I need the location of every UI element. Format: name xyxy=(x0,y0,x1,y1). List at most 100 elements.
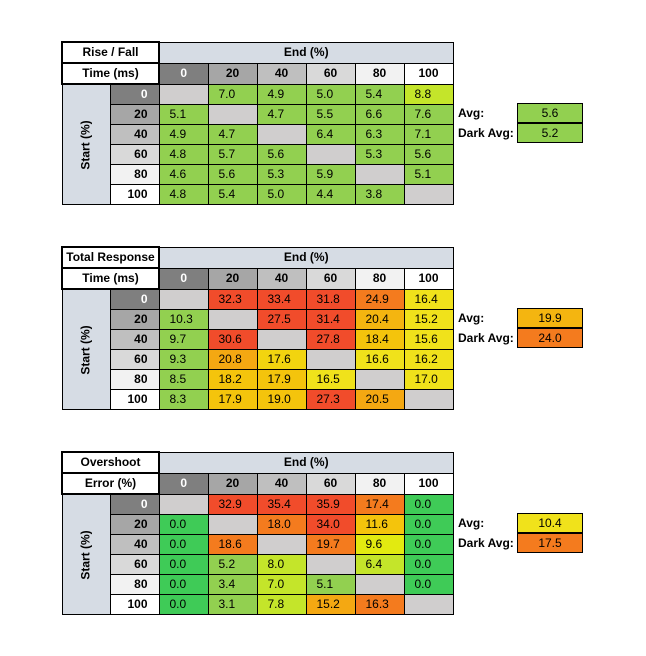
value-cell: 15.2 xyxy=(403,309,454,330)
value-cell xyxy=(305,144,356,165)
value-cell: 4.6 xyxy=(158,164,209,185)
value-cell: 5.1 xyxy=(305,574,356,595)
value-cell: 5.6 xyxy=(256,144,307,165)
value-cell: 32.3 xyxy=(207,288,258,310)
value-cell: 31.4 xyxy=(305,309,356,330)
table-1: Rise / Fall End (%) Time (ms) 0 20 40 60 80 1… xyxy=(61,41,454,205)
value-cell: 18.4 xyxy=(354,329,405,350)
value-cell: 6.4 xyxy=(305,124,356,145)
dark-avg-label: Dark Avg: xyxy=(458,536,514,550)
column-header-40: 40 xyxy=(256,267,307,290)
value-cell: 5.6 xyxy=(403,144,454,165)
value-cell: 0.0 xyxy=(403,493,454,515)
column-header-40: 40 xyxy=(256,62,307,85)
dark-avg-value: 24.0 xyxy=(517,328,583,348)
row-header-100: 100 xyxy=(109,389,160,410)
value-cell: 16.5 xyxy=(305,369,356,390)
value-cell: 20.5 xyxy=(354,389,405,410)
value-cell: 15.2 xyxy=(305,594,356,615)
column-header-100: 100 xyxy=(403,62,454,85)
row-header-20: 20 xyxy=(109,309,160,330)
value-cell: 3.8 xyxy=(354,184,405,205)
value-cell: 4.7 xyxy=(256,104,307,125)
row-header-60: 60 xyxy=(109,349,160,370)
start-axis-label: Start (%) xyxy=(61,288,111,410)
start-axis-label-text: Start (%) xyxy=(78,324,93,375)
value-cell xyxy=(207,309,258,330)
value-cell: 6.4 xyxy=(354,554,405,575)
end-axis-label: End (%) xyxy=(158,41,454,64)
value-cell xyxy=(305,349,356,370)
value-cell xyxy=(403,184,454,205)
column-header-20: 20 xyxy=(207,62,258,85)
table-title-line2: Time (ms) xyxy=(61,62,160,85)
value-cell: 33.4 xyxy=(256,288,307,310)
value-cell: 8.8 xyxy=(403,83,454,105)
row-header-80: 80 xyxy=(109,164,160,185)
dark-avg-label: Dark Avg: xyxy=(458,331,514,345)
value-cell: 35.9 xyxy=(305,493,356,515)
value-cell: 16.3 xyxy=(354,594,405,615)
row-header-100: 100 xyxy=(109,184,160,205)
value-cell: 4.9 xyxy=(256,83,307,105)
value-cell: 24.9 xyxy=(354,288,405,310)
value-cell xyxy=(403,389,454,410)
value-cell: 32.9 xyxy=(207,493,258,515)
column-header-80: 80 xyxy=(354,62,405,85)
row-header-40: 40 xyxy=(109,329,160,350)
table-title-line1: Overshoot xyxy=(61,451,160,474)
value-cell xyxy=(158,83,209,105)
value-cell: 0.0 xyxy=(158,534,209,555)
value-cell: 5.7 xyxy=(207,144,258,165)
value-cell: 17.0 xyxy=(403,369,454,390)
value-cell xyxy=(305,554,356,575)
value-cell: 5.3 xyxy=(256,164,307,185)
value-cell: 0.0 xyxy=(158,554,209,575)
value-cell: 17.4 xyxy=(354,493,405,515)
table-3: Overshoot End (%) Error (%) 0 20 40 60 80 100… xyxy=(61,451,454,615)
row-header-60: 60 xyxy=(109,144,160,165)
value-cell: 5.3 xyxy=(354,144,405,165)
value-cell: 0.0 xyxy=(403,534,454,555)
value-cell: 6.3 xyxy=(354,124,405,145)
value-cell: 0.0 xyxy=(158,514,209,535)
value-cell: 27.8 xyxy=(305,329,356,350)
value-cell: 0.0 xyxy=(403,574,454,595)
column-header-0: 0 xyxy=(158,472,209,495)
value-cell: 16.2 xyxy=(403,349,454,370)
value-cell: 5.0 xyxy=(256,184,307,205)
value-cell: 27.3 xyxy=(305,389,356,410)
dark-avg-value: 5.2 xyxy=(517,123,583,143)
value-cell: 8.5 xyxy=(158,369,209,390)
row-header-0: 0 xyxy=(109,83,160,105)
row-header-0: 0 xyxy=(109,288,160,310)
value-cell: 3.1 xyxy=(207,594,258,615)
value-cell: 5.1 xyxy=(158,104,209,125)
value-cell xyxy=(354,164,405,185)
value-cell xyxy=(256,124,307,145)
row-header-80: 80 xyxy=(109,369,160,390)
value-cell: 19.7 xyxy=(305,534,356,555)
value-cell: 11.6 xyxy=(354,514,405,535)
value-cell: 7.8 xyxy=(256,594,307,615)
value-cell: 15.6 xyxy=(403,329,454,350)
column-header-80: 80 xyxy=(354,267,405,290)
column-header-20: 20 xyxy=(207,472,258,495)
value-cell: 34.0 xyxy=(305,514,356,535)
value-cell: 5.4 xyxy=(207,184,258,205)
avg-label: Avg: xyxy=(458,311,485,325)
start-axis-label-text: Start (%) xyxy=(78,529,93,580)
table-title-line2: Error (%) xyxy=(61,472,160,495)
value-cell: 5.4 xyxy=(354,83,405,105)
value-cell: 4.9 xyxy=(158,124,209,145)
value-cell: 4.8 xyxy=(158,184,209,205)
row-header-60: 60 xyxy=(109,554,160,575)
value-cell xyxy=(354,574,405,595)
table-title-line1: Total Response xyxy=(61,246,160,269)
value-cell: 20.4 xyxy=(354,309,405,330)
avg-value: 5.6 xyxy=(517,103,583,123)
value-cell: 4.4 xyxy=(305,184,356,205)
column-header-60: 60 xyxy=(305,267,356,290)
column-header-0: 0 xyxy=(158,62,209,85)
value-cell xyxy=(158,493,209,515)
